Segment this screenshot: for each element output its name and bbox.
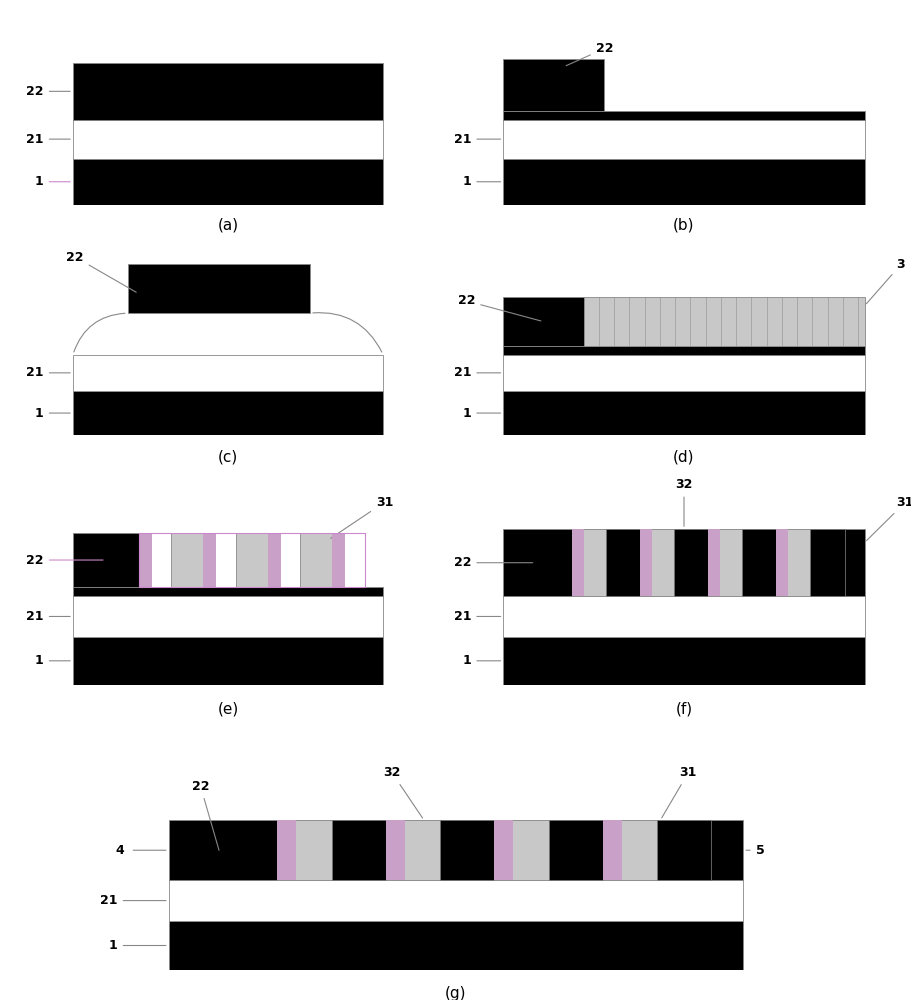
Text: (c): (c): [218, 450, 238, 465]
Bar: [640, 529, 673, 596]
Text: 22: 22: [454, 556, 532, 569]
Bar: [440, 820, 494, 880]
Text: 1: 1: [35, 175, 70, 188]
Bar: [494, 820, 548, 880]
Text: 22: 22: [191, 780, 219, 850]
Text: 21: 21: [454, 366, 500, 379]
Bar: [548, 820, 602, 880]
Bar: [503, 529, 864, 596]
Text: (d): (d): [672, 450, 694, 465]
Bar: [503, 346, 864, 355]
Text: (b): (b): [672, 218, 694, 233]
Bar: [602, 820, 657, 880]
Bar: [277, 820, 332, 880]
Bar: [503, 111, 864, 120]
Bar: [640, 529, 651, 596]
Bar: [571, 529, 605, 596]
Bar: [73, 533, 138, 587]
Bar: [602, 820, 621, 880]
Text: 22: 22: [67, 251, 136, 292]
Text: 1: 1: [108, 939, 166, 952]
Bar: [268, 533, 281, 587]
Bar: [571, 529, 583, 596]
Bar: [169, 820, 742, 880]
Bar: [332, 820, 385, 880]
Bar: [657, 820, 711, 880]
Bar: [277, 820, 296, 880]
Text: 1: 1: [35, 407, 70, 420]
Text: 1: 1: [462, 654, 500, 667]
Bar: [203, 533, 216, 587]
Bar: [169, 880, 742, 921]
Bar: [503, 297, 583, 346]
Bar: [169, 921, 742, 970]
Text: 21: 21: [100, 894, 166, 907]
Text: 4: 4: [115, 844, 124, 857]
Bar: [742, 529, 775, 596]
Text: 1: 1: [462, 407, 500, 420]
Bar: [333, 533, 345, 587]
Bar: [73, 637, 383, 685]
Text: 22: 22: [457, 294, 540, 321]
Bar: [73, 63, 383, 120]
Bar: [73, 120, 383, 158]
Bar: [775, 529, 787, 596]
Bar: [235, 533, 268, 587]
Text: 3: 3: [865, 258, 905, 304]
Text: 1: 1: [462, 175, 500, 188]
Bar: [203, 533, 235, 587]
Text: (a): (a): [217, 218, 239, 233]
Bar: [73, 355, 383, 391]
Text: 21: 21: [26, 133, 70, 146]
Bar: [503, 637, 864, 685]
Bar: [503, 355, 864, 391]
Text: 21: 21: [454, 610, 500, 623]
Bar: [707, 529, 719, 596]
Bar: [707, 529, 742, 596]
Bar: [170, 533, 203, 587]
Bar: [138, 533, 364, 587]
Text: 1: 1: [35, 654, 70, 667]
Bar: [73, 158, 383, 205]
Text: 21: 21: [26, 366, 70, 379]
Text: (e): (e): [217, 701, 239, 716]
Bar: [300, 533, 333, 587]
Bar: [583, 297, 864, 346]
Bar: [73, 587, 383, 596]
Bar: [503, 596, 864, 637]
Bar: [673, 529, 707, 596]
Text: 21: 21: [454, 133, 500, 146]
Text: 31: 31: [865, 496, 911, 541]
Text: 22: 22: [26, 85, 70, 98]
Bar: [333, 533, 364, 587]
Bar: [605, 529, 640, 596]
Bar: [385, 820, 404, 880]
Bar: [73, 391, 383, 435]
Bar: [503, 59, 603, 111]
Text: 22: 22: [566, 42, 612, 66]
Text: 32: 32: [674, 479, 692, 526]
Text: 32: 32: [383, 766, 422, 818]
Bar: [503, 120, 864, 158]
Bar: [385, 820, 440, 880]
Bar: [810, 529, 844, 596]
Bar: [775, 529, 810, 596]
Text: (f): (f): [675, 701, 691, 716]
Text: 5: 5: [755, 844, 764, 857]
Text: (g): (g): [445, 986, 466, 1000]
Bar: [73, 596, 383, 637]
Bar: [138, 533, 151, 587]
Bar: [494, 820, 513, 880]
Text: 22: 22: [26, 554, 103, 567]
Bar: [503, 391, 864, 435]
Bar: [128, 264, 310, 313]
Bar: [138, 533, 170, 587]
Bar: [503, 158, 864, 205]
Text: 31: 31: [661, 766, 696, 818]
Text: 21: 21: [26, 610, 70, 623]
Text: 31: 31: [331, 496, 393, 538]
Bar: [268, 533, 300, 587]
